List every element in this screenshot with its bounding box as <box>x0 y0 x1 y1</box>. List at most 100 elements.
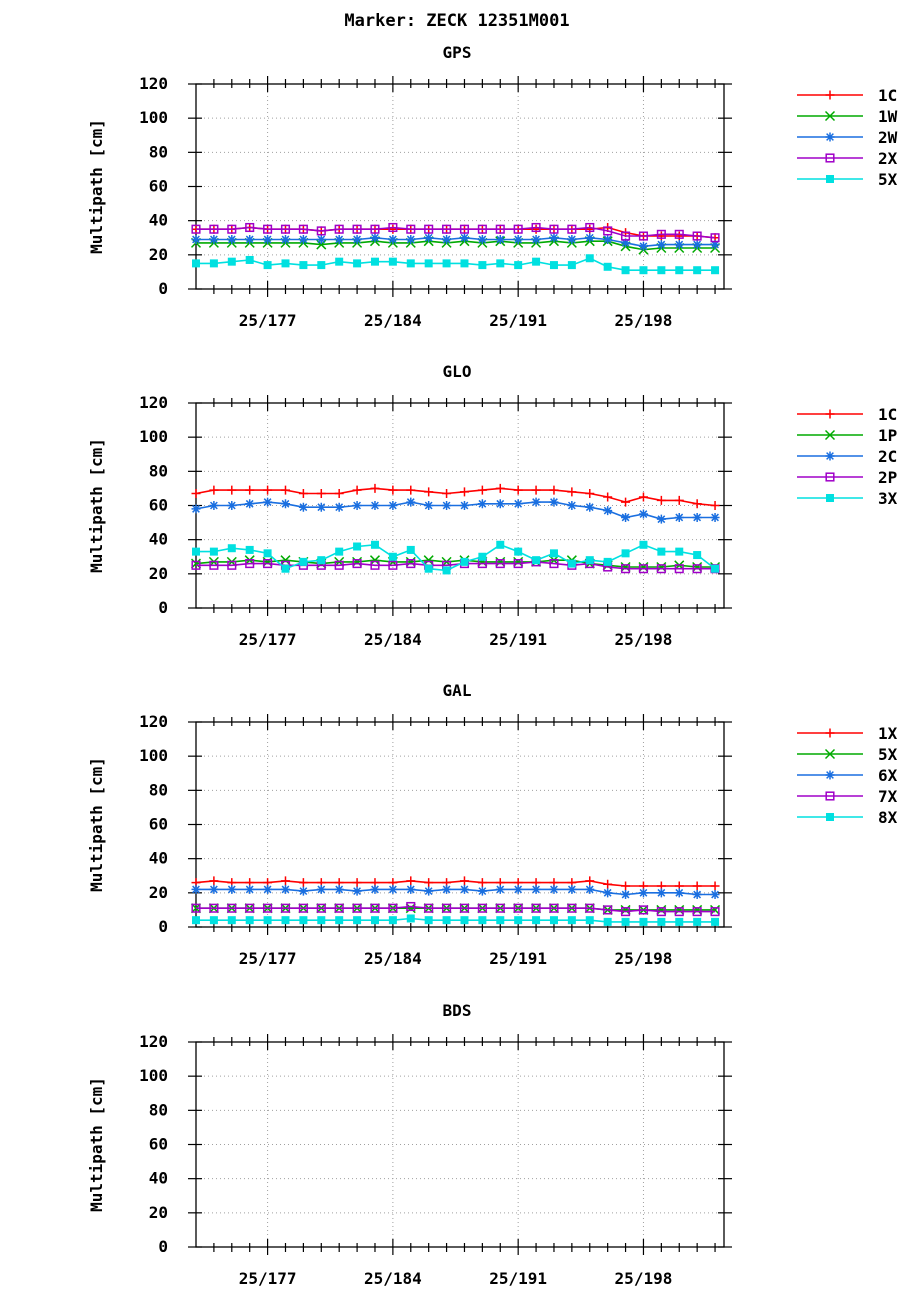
data-point <box>621 907 631 917</box>
data-point <box>280 499 290 509</box>
data-point <box>227 560 237 570</box>
y-tick-label: 80 <box>149 461 168 480</box>
data-point <box>424 903 434 913</box>
legend-label: 1X <box>878 724 898 743</box>
data-point <box>495 556 506 567</box>
data-point <box>298 903 308 913</box>
data-point <box>692 890 702 900</box>
data-point <box>335 547 344 556</box>
legend-label: 1C <box>878 405 897 424</box>
series-1c <box>191 483 720 510</box>
data-point <box>693 551 702 560</box>
y-tick-label: 80 <box>149 780 168 799</box>
data-point <box>405 556 416 567</box>
data-point <box>567 903 577 913</box>
data-point <box>316 489 326 499</box>
data-point <box>693 917 702 926</box>
data-point <box>406 559 416 569</box>
data-point <box>406 876 416 886</box>
data-point <box>532 556 541 565</box>
data-point <box>514 261 523 270</box>
data-point <box>280 903 291 913</box>
legend-entry: 2X <box>797 149 898 168</box>
data-point <box>405 903 416 914</box>
data-point <box>477 499 487 509</box>
series-line <box>195 559 716 568</box>
series-line <box>196 226 716 239</box>
data-point <box>370 540 379 549</box>
data-point <box>531 485 541 495</box>
y-tick-label: 60 <box>149 496 168 515</box>
data-point <box>621 564 631 574</box>
y-tick-label: 60 <box>149 177 168 196</box>
y-tick-label: 120 <box>139 74 168 93</box>
data-point <box>656 231 666 241</box>
y-tick-label: 80 <box>149 1100 168 1119</box>
data-point <box>531 234 541 244</box>
data-point <box>334 489 344 499</box>
data-point <box>585 884 595 894</box>
x-tick-label: 25/191 <box>489 311 547 330</box>
data-point <box>710 907 720 917</box>
y-tick-label: 40 <box>149 530 168 549</box>
data-point <box>334 560 344 570</box>
data-point <box>621 917 630 926</box>
data-point <box>657 547 666 556</box>
data-point <box>674 904 685 915</box>
x-tick-label: 25/177 <box>239 1269 297 1288</box>
data-point <box>245 916 254 925</box>
data-point <box>388 884 398 894</box>
data-point <box>639 540 648 549</box>
data-point <box>495 499 505 509</box>
legend-marker <box>825 409 835 419</box>
data-point <box>406 884 416 894</box>
series-line <box>195 501 716 521</box>
chart-panel-gal: GAL 0 20 40 60 80 100 120 25/177 25/184 25/191 25/1… <box>87 681 898 968</box>
legend-label: 1W <box>878 107 898 126</box>
data-point <box>675 547 684 556</box>
data-point <box>711 564 720 573</box>
data-point <box>245 499 255 509</box>
legend-label: 1P <box>878 426 897 445</box>
data-point <box>585 916 594 925</box>
y-tick-label: 20 <box>149 1203 168 1222</box>
y-tick-label: 40 <box>149 211 168 230</box>
data-point <box>191 489 201 499</box>
series-2x <box>191 222 720 243</box>
data-point <box>263 916 272 925</box>
data-point <box>190 558 202 569</box>
data-point <box>549 485 559 495</box>
data-point <box>317 261 326 270</box>
data-point <box>477 485 487 495</box>
series-1x <box>191 876 720 891</box>
data-point <box>245 485 255 495</box>
data-point <box>531 884 541 894</box>
data-point <box>585 903 595 913</box>
data-point <box>191 234 201 244</box>
legend-entry: 1W <box>797 107 898 126</box>
data-point <box>495 224 505 234</box>
data-point <box>424 259 433 268</box>
legend-marker <box>825 770 835 780</box>
data-point <box>442 259 451 268</box>
data-point <box>191 504 201 514</box>
data-point <box>621 549 630 558</box>
data-point <box>711 266 720 275</box>
data-point <box>459 884 469 894</box>
data-point <box>621 238 631 248</box>
data-point <box>496 540 505 549</box>
data-point <box>710 512 720 522</box>
data-point <box>209 259 218 268</box>
data-point <box>549 261 558 270</box>
data-point <box>209 884 219 894</box>
data-point <box>352 559 362 569</box>
data-point <box>603 226 613 236</box>
y-axis-label: Multipath [cm] <box>87 438 106 573</box>
data-point <box>369 555 381 566</box>
data-point <box>406 224 416 234</box>
data-point <box>692 240 702 250</box>
data-point <box>227 224 237 234</box>
data-point <box>317 556 326 565</box>
data-point <box>459 233 469 243</box>
